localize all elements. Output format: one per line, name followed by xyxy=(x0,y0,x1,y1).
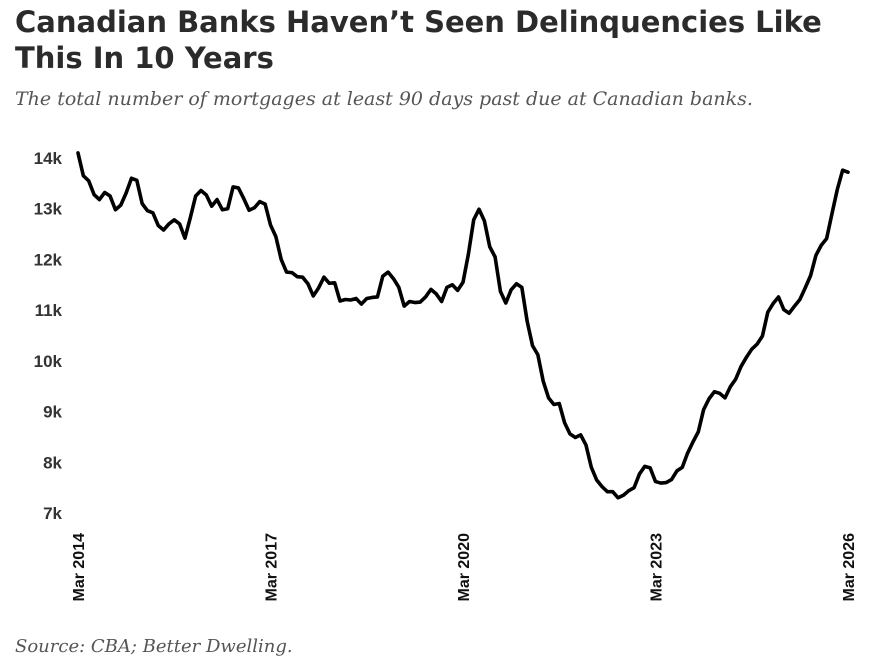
y-tick-label: 14k xyxy=(34,149,63,168)
y-tick-label: 11k xyxy=(35,301,63,320)
x-axis: Mar 2014 Mar 2017 Mar 2020 Mar 2023 Mar 2026 xyxy=(71,533,858,602)
y-tick-label: 8k xyxy=(43,453,62,472)
y-tick-label: 12k xyxy=(34,250,63,269)
y-tick-label: 9k xyxy=(43,403,62,422)
x-tick-label: Mar 2023 xyxy=(649,533,666,602)
y-tick-label: 10k xyxy=(34,352,63,371)
x-tick-label: Mar 2026 xyxy=(841,533,858,602)
x-tick-label: Mar 2020 xyxy=(456,533,473,602)
source-note: Source: CBA; Better Dwelling. xyxy=(15,636,293,657)
x-tick-label: Mar 2017 xyxy=(264,533,281,602)
y-tick-label: 7k xyxy=(43,504,62,523)
plot-area xyxy=(76,151,850,500)
chart-subtitle: The total number of mortgages at least 9… xyxy=(15,88,753,110)
y-tick-label: 13k xyxy=(34,200,63,219)
x-tick-label: Mar 2014 xyxy=(71,533,88,602)
y-axis: 7k 8k 9k 10k 11k 12k 13k 14k xyxy=(34,149,63,523)
chart-title: Canadian Banks Haven’t Seen Delinquencie… xyxy=(15,5,822,75)
series-line xyxy=(76,151,850,500)
